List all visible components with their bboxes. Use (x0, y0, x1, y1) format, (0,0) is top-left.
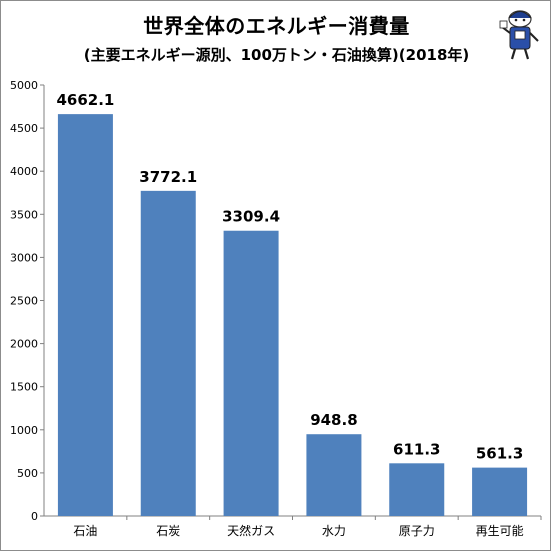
category-label: 石油 (73, 524, 97, 538)
data-label: 3309.4 (222, 208, 280, 226)
y-tick-label: 2500 (10, 295, 38, 308)
y-tick-label: 2000 (10, 338, 38, 351)
chart-subtitle: (主要エネルギー源別、100万トン・石油換算)(2018年) (83, 46, 470, 64)
data-label: 611.3 (393, 440, 440, 458)
y-tick-label: 3000 (10, 251, 38, 264)
bar (472, 467, 528, 516)
y-tick-label: 0 (31, 510, 38, 523)
data-label: 4662.1 (56, 91, 114, 109)
y-tick-label: 1000 (10, 424, 38, 437)
category-label: 水力 (322, 524, 346, 538)
y-tick-label: 4000 (10, 165, 38, 178)
bar (306, 434, 362, 516)
mascot-character-icon (499, 10, 539, 60)
data-label: 561.3 (476, 445, 523, 463)
data-label: 3772.1 (139, 168, 197, 186)
category-label: 石炭 (156, 524, 180, 538)
y-tick-label: 1500 (10, 381, 38, 394)
category-label: 天然ガス (227, 523, 275, 538)
data-label: 948.8 (310, 411, 357, 429)
y-tick-label: 3500 (10, 208, 38, 221)
bar (57, 114, 113, 516)
category-label: 原子力 (399, 524, 435, 538)
y-tick-label: 4500 (10, 122, 38, 135)
bar (140, 190, 196, 517)
y-tick-label: 500 (17, 467, 38, 480)
category-label: 再生可能 (476, 524, 524, 538)
bar (223, 230, 279, 516)
bar (389, 463, 445, 516)
y-tick-label: 5000 (10, 79, 38, 92)
chart-title: 世界全体のエネルギー消費量 (143, 14, 410, 38)
